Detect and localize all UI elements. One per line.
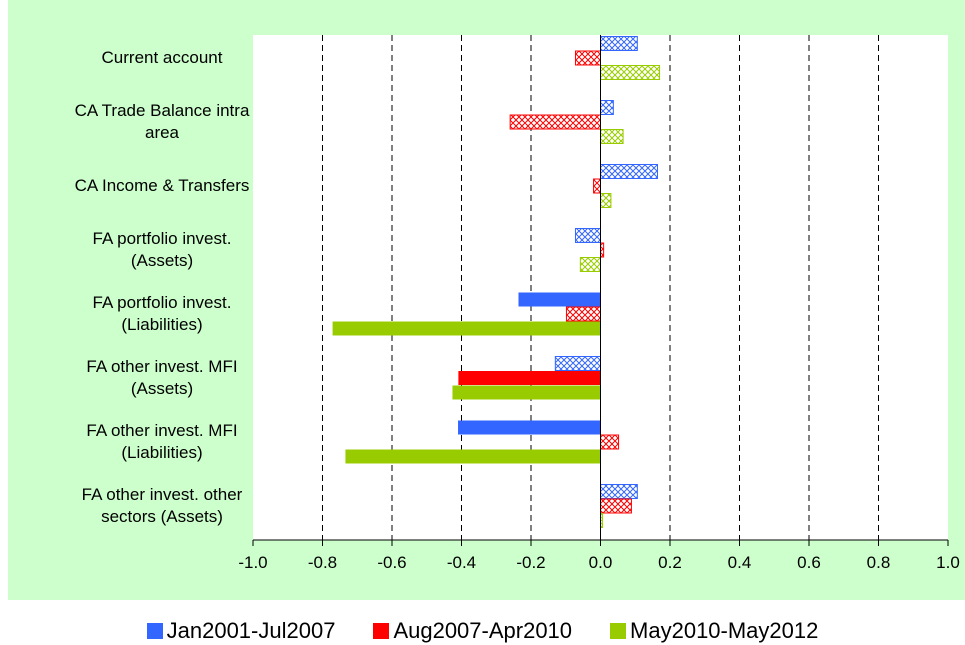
- bar: [600, 164, 658, 179]
- x-tick-label: -1.0: [238, 553, 267, 572]
- bar: [579, 257, 601, 272]
- bar: [600, 484, 638, 499]
- bar: [593, 178, 601, 194]
- x-tick-label: -0.8: [308, 553, 337, 572]
- y-tick-label: FA portfolio invest. (Liabilities): [92, 293, 232, 334]
- legend-swatch: [373, 623, 390, 639]
- x-tick-label: 0.4: [728, 553, 752, 572]
- x-tick-label: 0.0: [589, 553, 613, 572]
- bar: [600, 129, 624, 144]
- bar: [600, 193, 612, 208]
- y-tick-label: CA Income & Transfers: [74, 176, 250, 195]
- y-tick-label: Current account: [101, 48, 223, 67]
- bar: [565, 306, 602, 322]
- y-tick-label: FA portfolio invest. (Assets): [92, 229, 232, 270]
- bar: [518, 292, 601, 307]
- bar: [600, 65, 661, 80]
- legend-swatch: [610, 623, 627, 639]
- y-tick-label: FA other invest. other sectors (Assets): [81, 485, 243, 526]
- bar: [554, 356, 602, 371]
- y-tick-label: FA other invest. MFI (Assets): [86, 357, 238, 398]
- y-tick-label: CA Trade Balance intra area: [74, 101, 250, 142]
- bar: [600, 434, 620, 450]
- legend-swatch: [146, 623, 163, 639]
- legend: Jan2001-Jul2007 Aug2007-Apr2010 May2010-Ma…: [0, 618, 965, 644]
- x-tick-label: 0.6: [797, 553, 821, 572]
- bar: [332, 321, 601, 336]
- bar: [458, 371, 601, 385]
- legend-label: May2010-May2012: [630, 618, 819, 643]
- x-tick-label: 1.0: [936, 553, 960, 572]
- bar: [574, 228, 601, 243]
- x-tick-label: 0.8: [867, 553, 891, 572]
- bar: [600, 36, 638, 51]
- bar: [458, 420, 601, 435]
- bar: [574, 50, 601, 66]
- y-tick-label: FA other invest. MFI (Liabilities): [86, 421, 238, 462]
- legend-item: Jan2001-Jul2007: [146, 618, 336, 644]
- x-tick-label: 0.2: [658, 553, 682, 572]
- legend-label: Jan2001-Jul2007: [166, 618, 336, 643]
- bar: [600, 498, 632, 514]
- bar: [452, 385, 601, 400]
- bar: [345, 449, 601, 464]
- bar: [600, 100, 614, 115]
- bar: [509, 114, 601, 130]
- legend-item: May2010-May2012: [610, 618, 818, 644]
- x-tick-label: -0.6: [377, 553, 406, 572]
- legend-label: Aug2007-Apr2010: [393, 618, 573, 643]
- x-tick-label: -0.2: [516, 553, 545, 572]
- x-tick-label: -0.4: [447, 553, 476, 572]
- legend-item: Aug2007-Apr2010: [373, 618, 572, 644]
